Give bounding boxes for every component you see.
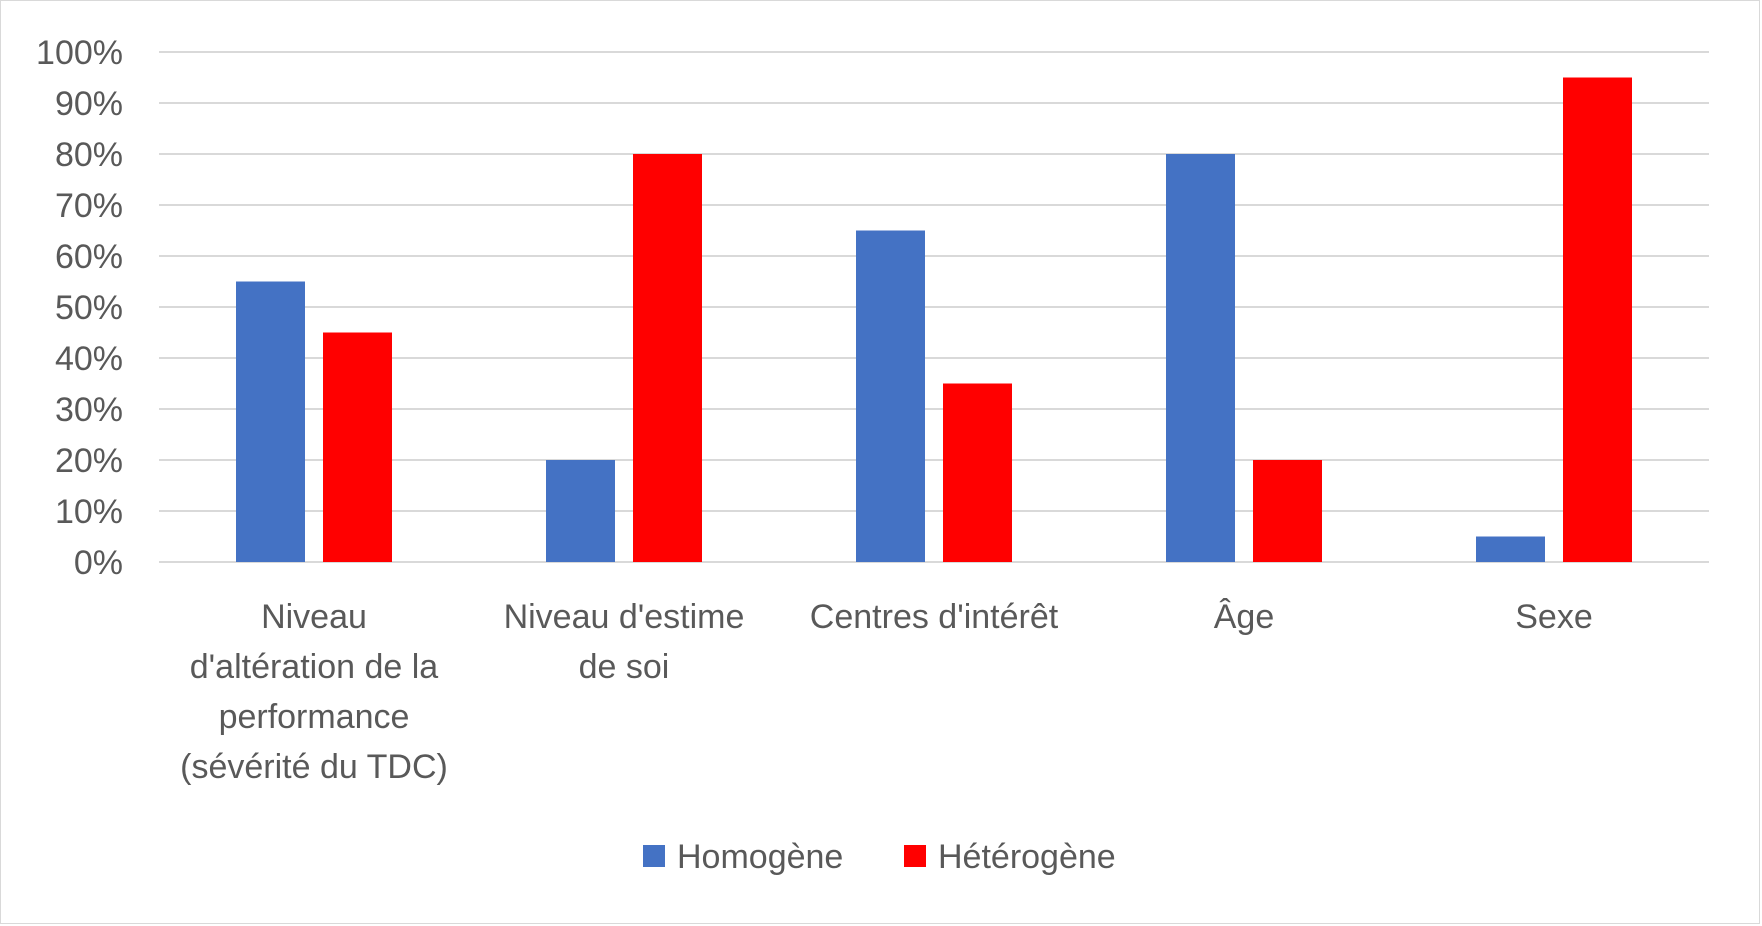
x-axis-categories: Niveau d'altération de la performance (sévé… bbox=[180, 598, 1593, 786]
y-tick-label: 10% bbox=[55, 493, 123, 531]
x-category-label: performance bbox=[219, 698, 410, 736]
y-tick-label: 60% bbox=[55, 238, 123, 276]
legend-swatch bbox=[904, 845, 926, 867]
legend-swatch bbox=[643, 845, 665, 867]
bar-homog-ne-4 bbox=[1476, 536, 1545, 562]
y-tick-label: 50% bbox=[55, 289, 123, 327]
bar-homog-ne-0 bbox=[236, 281, 305, 562]
bar-h-t-rog-ne-0 bbox=[323, 332, 392, 562]
x-category-label: Niveau bbox=[261, 598, 367, 636]
y-tick-label: 100% bbox=[36, 34, 123, 72]
bar-h-t-rog-ne-4 bbox=[1563, 77, 1632, 562]
y-tick-label: 0% bbox=[74, 544, 123, 582]
x-category-label: Niveau d'estime bbox=[504, 598, 745, 636]
bar-h-t-rog-ne-2 bbox=[943, 383, 1012, 562]
bar-h-t-rog-ne-1 bbox=[633, 154, 702, 562]
bar-h-t-rog-ne-3 bbox=[1253, 460, 1322, 562]
y-tick-label: 20% bbox=[55, 442, 123, 480]
y-tick-label: 80% bbox=[55, 136, 123, 174]
x-category-label: Centres d'intérêt bbox=[810, 598, 1059, 636]
bar-homog-ne-3 bbox=[1166, 154, 1235, 562]
y-tick-label: 70% bbox=[55, 187, 123, 225]
y-axis-ticks: 0% 10% 20% 30% 40% 50% 60% 70% 80% 90% 100% bbox=[36, 34, 123, 582]
y-tick-label: 90% bbox=[55, 85, 123, 123]
bar-homog-ne-2 bbox=[856, 230, 925, 562]
x-category-label: (sévérité du TDC) bbox=[180, 748, 448, 786]
bars bbox=[236, 77, 1632, 562]
x-category-label: Sexe bbox=[1515, 598, 1593, 636]
legend-label: Hétérogène bbox=[938, 838, 1116, 876]
legend: Homogène Hétérogène bbox=[643, 838, 1116, 876]
x-category-label: de soi bbox=[579, 648, 670, 686]
x-category-label: d'altération de la bbox=[190, 648, 439, 686]
legend-label: Homogène bbox=[677, 838, 843, 876]
gridlines bbox=[159, 51, 1709, 563]
y-tick-label: 40% bbox=[55, 340, 123, 378]
bar-homog-ne-1 bbox=[546, 460, 615, 562]
y-tick-label: 30% bbox=[55, 391, 123, 429]
x-category-label: Âge bbox=[1214, 598, 1275, 636]
